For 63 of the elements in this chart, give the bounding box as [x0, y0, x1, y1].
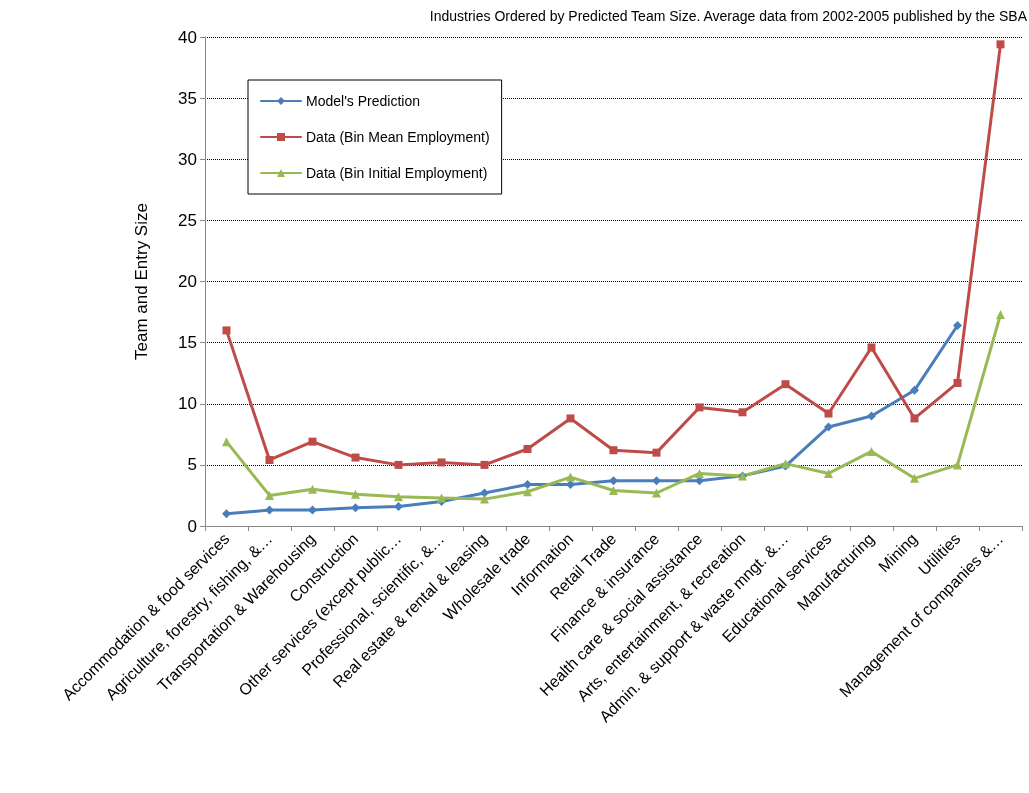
point [609, 476, 618, 486]
point [222, 509, 231, 519]
point [953, 321, 962, 331]
point [480, 488, 489, 498]
chart-title: Industries Ordered by Predicted Team Size. Average data from 2002-2005 published by the SBA [429, 8, 1028, 24]
point [910, 385, 919, 395]
point [480, 460, 489, 469]
y-tick-label: 40 [178, 27, 197, 47]
legend-label: Model's Prediction [306, 93, 420, 109]
legend-label: Data (Bin Mean Employment) [306, 129, 490, 145]
point [394, 460, 403, 469]
point [265, 455, 274, 464]
point [695, 468, 704, 478]
point [437, 493, 446, 503]
point [953, 378, 962, 387]
point [523, 479, 532, 489]
point [609, 446, 618, 455]
point [222, 437, 231, 447]
y-tick-label: 35 [178, 88, 197, 108]
point [867, 343, 876, 352]
point [394, 492, 403, 502]
y-tick-label: 25 [178, 210, 197, 230]
y-tick-label: 10 [178, 394, 197, 414]
point [695, 403, 704, 412]
point [996, 40, 1005, 49]
point [867, 411, 876, 421]
point [566, 414, 575, 423]
point [437, 458, 446, 467]
point [910, 414, 919, 423]
point [609, 486, 618, 496]
point [652, 488, 661, 498]
point [910, 473, 919, 483]
point [351, 503, 360, 513]
point [824, 409, 833, 418]
point [308, 437, 317, 446]
point [566, 472, 575, 482]
point [222, 326, 231, 335]
point [867, 446, 876, 456]
y-tick-label: 30 [178, 149, 197, 169]
y-tick-label: 15 [178, 333, 197, 353]
y-tick-label: 5 [187, 455, 197, 475]
point [996, 310, 1005, 320]
point [523, 444, 532, 453]
point [480, 494, 489, 504]
y-axis-title: Team and Entry Size [132, 203, 151, 360]
point [824, 422, 833, 432]
point [394, 501, 403, 511]
point [781, 380, 790, 389]
point [738, 408, 747, 417]
point [351, 453, 360, 462]
point [953, 460, 962, 470]
y-tick-label: 20 [178, 272, 197, 291]
point [308, 484, 317, 494]
point [351, 489, 360, 499]
point [265, 490, 274, 500]
point [652, 476, 661, 486]
point [523, 487, 532, 497]
point [824, 468, 833, 478]
point [652, 448, 661, 457]
y-tick-label: 0 [187, 516, 197, 536]
point [265, 505, 274, 515]
point [308, 505, 317, 515]
legend-label: Data (Bin Initial Employment) [306, 165, 488, 181]
